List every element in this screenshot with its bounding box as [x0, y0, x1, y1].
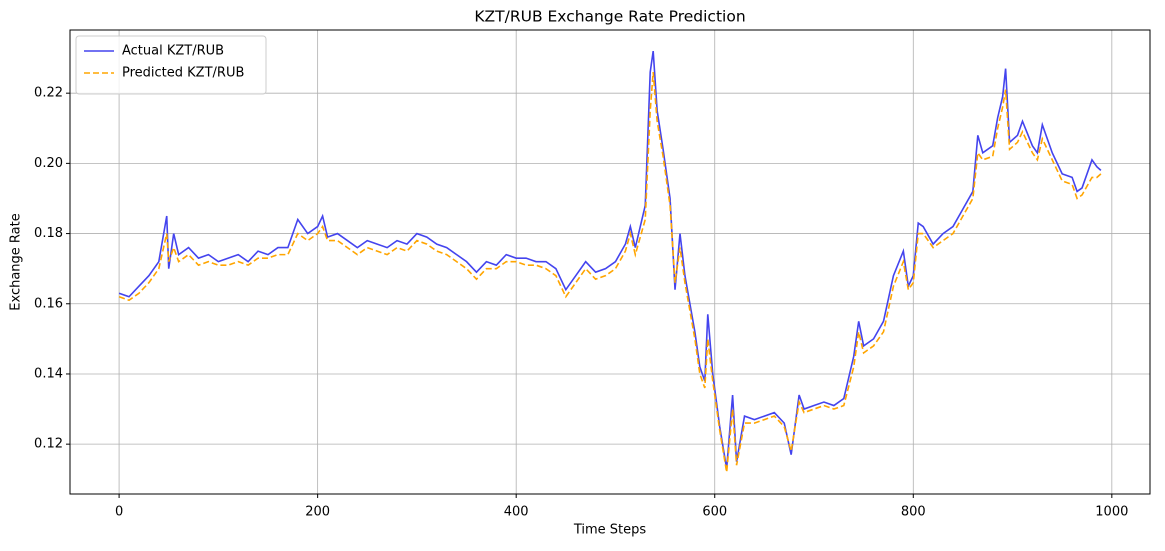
- y-tick-label: 0.12: [34, 437, 63, 452]
- x-tick-label: 600: [702, 505, 727, 520]
- legend-label: Actual KZT/RUB: [122, 44, 224, 59]
- y-axis-label: Exchange Rate: [9, 213, 24, 310]
- legend-label: Predicted KZT/RUB: [122, 66, 244, 81]
- y-tick-label: 0.22: [34, 86, 63, 101]
- chart-title: KZT/RUB Exchange Rate Prediction: [474, 8, 745, 26]
- data-line: [118, 50, 1102, 469]
- legend-box: [75, 35, 267, 95]
- y-tick-label: 0.20: [34, 156, 63, 171]
- y-tick-label: 0.16: [34, 296, 63, 311]
- x-tick-label: 200: [305, 505, 330, 520]
- x-tick-label: 0: [115, 505, 123, 520]
- x-tick-label: 800: [901, 505, 926, 520]
- x-tick-label: 1000: [1095, 505, 1128, 520]
- data-line: [118, 72, 1102, 473]
- x-axis-label: Time Steps: [573, 523, 647, 538]
- y-tick-label: 0.14: [34, 366, 63, 381]
- y-tick-label: 0.18: [34, 226, 63, 241]
- plot-frame: [69, 29, 1151, 495]
- x-tick-label: 400: [504, 505, 529, 520]
